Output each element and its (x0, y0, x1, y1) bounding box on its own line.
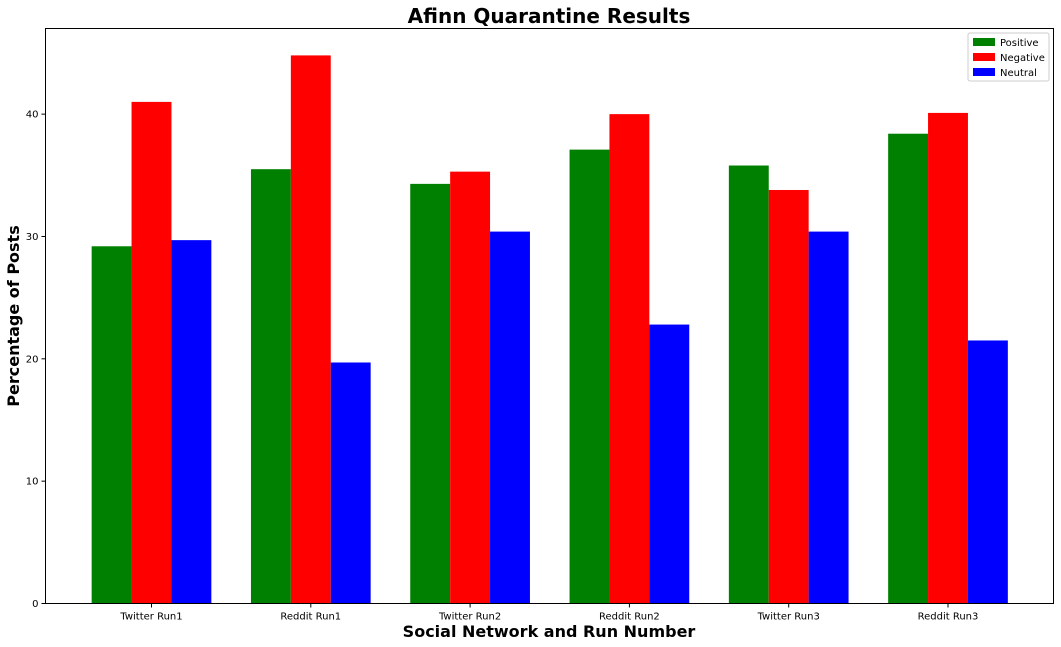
bar-negative-twitter-run2 (450, 171, 491, 604)
bar-neutral-twitter-run3 (808, 231, 849, 604)
bar-negative-twitter-run3 (768, 189, 809, 604)
bar-neutral-reddit-run2 (649, 324, 690, 604)
x-tick-label: Twitter Run3 (757, 612, 820, 623)
legend-swatch-neutral (973, 68, 995, 76)
x-tick-label: Reddit Run3 (918, 612, 979, 623)
y-tick-label: 10 (26, 477, 39, 488)
legend-label-neutral: Neutral (1000, 68, 1037, 79)
legend-label-positive: Positive (1000, 38, 1039, 49)
bar-neutral-reddit-run3 (967, 340, 1008, 604)
legend-label-negative: Negative (1000, 53, 1045, 64)
bar-neutral-twitter-run2 (490, 231, 530, 604)
bar-positive-twitter-run2 (410, 183, 451, 604)
x-axis-ticks: Twitter Run1 Reddit Run1 Twitter Run2 Reddi… (119, 603, 979, 623)
bar-positive-reddit-run2 (569, 149, 610, 604)
bar-negative-reddit-run3 (928, 112, 968, 604)
legend: Positive Negative Neutral (967, 32, 1050, 82)
bar-neutral-reddit-run1 (330, 362, 371, 604)
plot-area-frame (45, 28, 1054, 604)
x-tick-label: Reddit Run1 (280, 612, 341, 623)
bar-positive-twitter-run1 (91, 246, 132, 604)
legend-swatch-negative (973, 53, 995, 61)
legend-swatch-positive (973, 38, 995, 46)
bar-negative-reddit-run1 (290, 55, 331, 604)
y-tick-label: 30 (26, 232, 39, 243)
bar-negative-reddit-run2 (609, 114, 650, 604)
chart-title: Afinn Quarantine Results (408, 4, 691, 28)
y-tick-label: 40 (26, 110, 39, 121)
y-tick-label: 0 (32, 599, 38, 610)
bar-positive-reddit-run1 (250, 169, 291, 604)
bar-positive-reddit-run3 (888, 133, 929, 604)
x-tick-label: Reddit Run2 (599, 612, 660, 623)
bar-neutral-twitter-run1 (171, 240, 212, 604)
bar-negative-twitter-run1 (131, 101, 172, 604)
bar-positive-twitter-run3 (728, 165, 769, 604)
x-tick-label: Twitter Run2 (438, 612, 501, 623)
x-axis-label: Social Network and Run Number (403, 622, 696, 641)
y-axis-ticks: 0 10 20 30 40 (26, 110, 46, 610)
x-tick-label: Twitter Run1 (119, 612, 182, 623)
y-tick-label: 20 (26, 354, 39, 365)
bars-group (91, 55, 1008, 604)
y-axis-label: Percentage of Posts (4, 225, 23, 406)
